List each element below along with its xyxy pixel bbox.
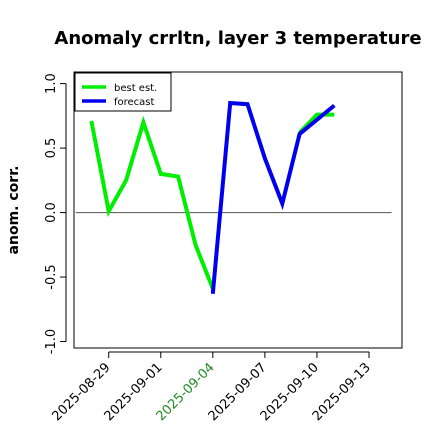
legend: best est. forecast (74, 72, 172, 112)
legend-label-best-est: best est. (114, 83, 157, 94)
legend-box (74, 72, 172, 112)
y-tick-label: -1.0 (44, 329, 59, 354)
series-layer (89, 100, 336, 294)
y-tick-label: -0.5 (44, 264, 59, 289)
chart-title: Anomaly crrltn, layer 3 temperature (54, 28, 421, 49)
y-tick-label: 0.0 (44, 202, 59, 223)
legend-label-forecast: forecast (114, 97, 155, 108)
plot-frame (73, 71, 403, 349)
y-tick-label: 0.5 (44, 138, 59, 159)
series-line-best-est (89, 115, 215, 290)
y-axis-label: anom. corr. (6, 166, 22, 255)
series-line-forecast (210, 100, 336, 294)
y-tick-label: 1.0 (44, 73, 59, 94)
